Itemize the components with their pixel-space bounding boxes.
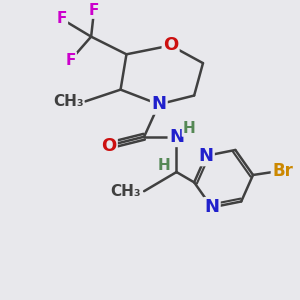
Text: O: O	[163, 37, 178, 55]
Text: N: N	[169, 128, 184, 146]
Text: N: N	[198, 147, 213, 165]
Text: F: F	[65, 53, 76, 68]
Text: N: N	[151, 95, 166, 113]
Text: N: N	[204, 198, 219, 216]
Text: CH₃: CH₃	[110, 184, 141, 199]
Text: CH₃: CH₃	[53, 94, 84, 109]
Text: F: F	[89, 3, 99, 18]
Text: H: H	[182, 121, 195, 136]
Text: Br: Br	[272, 162, 293, 180]
Text: F: F	[56, 11, 67, 26]
Text: O: O	[101, 136, 116, 154]
Text: H: H	[158, 158, 170, 173]
